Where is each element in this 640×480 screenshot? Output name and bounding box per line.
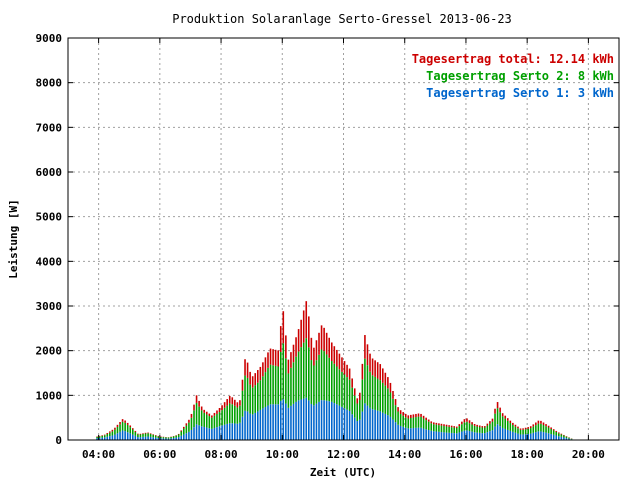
legend-entry: Tagesertrag Serto 2: 8 kWh <box>426 69 614 83</box>
x-tick-label: 18:00 <box>511 448 544 461</box>
y-tick-label: 9000 <box>36 32 63 45</box>
legend: Tagesertrag total: 12.14 kWh Tagesertrag … <box>412 52 614 100</box>
bars-layer <box>96 301 573 440</box>
y-tick-label: 0 <box>55 434 62 447</box>
y-tick-label: 7000 <box>36 121 63 134</box>
x-tick-label: 06:00 <box>143 448 176 461</box>
x-tick-label: 20:00 <box>572 448 605 461</box>
chart-title: Produktion Solaranlage Serto-Gressel 201… <box>172 12 512 26</box>
x-tick-label: 08:00 <box>204 448 237 461</box>
x-axis-label: Zeit (UTC) <box>310 466 376 479</box>
y-tick-label: 1000 <box>36 389 63 402</box>
x-tick-label: 10:00 <box>266 448 299 461</box>
y-tick-label: 6000 <box>36 166 63 179</box>
y-tick-label: 5000 <box>36 211 63 224</box>
legend-entry: Tagesertrag total: 12.14 kWh <box>412 52 614 66</box>
x-tick-label: 04:00 <box>82 448 115 461</box>
x-tick-label: 14:00 <box>388 448 421 461</box>
grid-lines <box>68 38 619 440</box>
y-tick-label: 8000 <box>36 77 63 90</box>
legend-entry: Tagesertrag Serto 1: 3 kWh <box>426 86 614 100</box>
y-tick-label: 2000 <box>36 345 63 358</box>
y-tick-label: 3000 <box>36 300 63 313</box>
x-tick-label: 16:00 <box>449 448 482 461</box>
y-axis-label: Leistung [W] <box>7 199 20 278</box>
x-tick-label: 12:00 <box>327 448 360 461</box>
axis-ticks: 0 1000 2000 3000 4000 5000 6000 7000 8000 9000 04:… <box>36 32 619 461</box>
y-tick-label: 4000 <box>36 255 63 268</box>
